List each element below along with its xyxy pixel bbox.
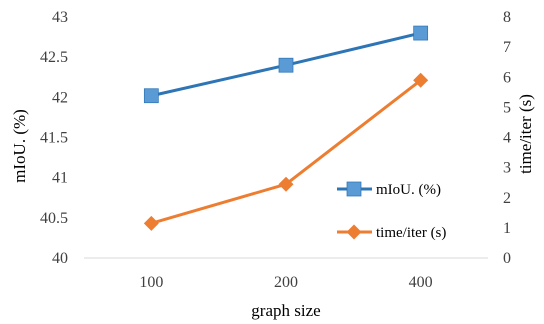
right-y-axis-title: time/iter (s) <box>516 94 535 174</box>
left-y-tick-label: 40 <box>52 250 68 267</box>
legend-label: mIoU. (%) <box>376 182 441 198</box>
data-point <box>143 215 159 231</box>
left-y-tick-label: 42.5 <box>40 49 68 66</box>
legend-marker <box>346 181 362 197</box>
left-y-ticks: 40 40.5 41 41.5 42 42.5 43 <box>40 9 68 267</box>
right-y-tick-label: 8 <box>503 9 511 26</box>
left-y-tick-label: 42 <box>52 89 68 106</box>
data-point <box>413 72 429 88</box>
data-point <box>278 176 294 192</box>
x-tick-label: 200 <box>274 274 298 291</box>
right-y-tick-label: 2 <box>503 190 511 207</box>
left-y-tick-label: 41 <box>52 170 68 187</box>
data-point <box>143 88 159 104</box>
x-ticks: 100 200 400 <box>139 274 432 291</box>
right-y-tick-label: 6 <box>503 69 511 86</box>
x-axis-title: graph size <box>251 301 320 320</box>
data-point <box>278 57 294 73</box>
right-y-tick-label: 0 <box>503 250 511 267</box>
data-point <box>413 25 429 41</box>
right-y-tick-label: 7 <box>503 39 511 56</box>
right-y-ticks: 0 1 2 3 4 5 6 7 8 <box>503 9 511 267</box>
left-y-axis-title: mIoU. (%) <box>10 109 29 183</box>
legend: mIoU. (%) time/iter (s) <box>337 181 446 241</box>
x-tick-label: 400 <box>409 274 433 291</box>
x-tick-label: 100 <box>139 274 163 291</box>
legend-label: time/iter (s) <box>376 225 446 241</box>
left-y-tick-label: 43 <box>52 9 68 26</box>
left-y-tick-label: 41.5 <box>40 130 68 147</box>
series-markers <box>143 25 429 231</box>
left-y-tick-label: 40.5 <box>40 210 68 227</box>
right-y-tick-label: 4 <box>503 130 511 147</box>
right-y-tick-label: 3 <box>503 160 511 177</box>
right-y-tick-label: 5 <box>503 99 511 116</box>
legend-marker <box>346 224 362 240</box>
right-y-tick-label: 1 <box>503 220 511 237</box>
series-line <box>150 79 422 225</box>
